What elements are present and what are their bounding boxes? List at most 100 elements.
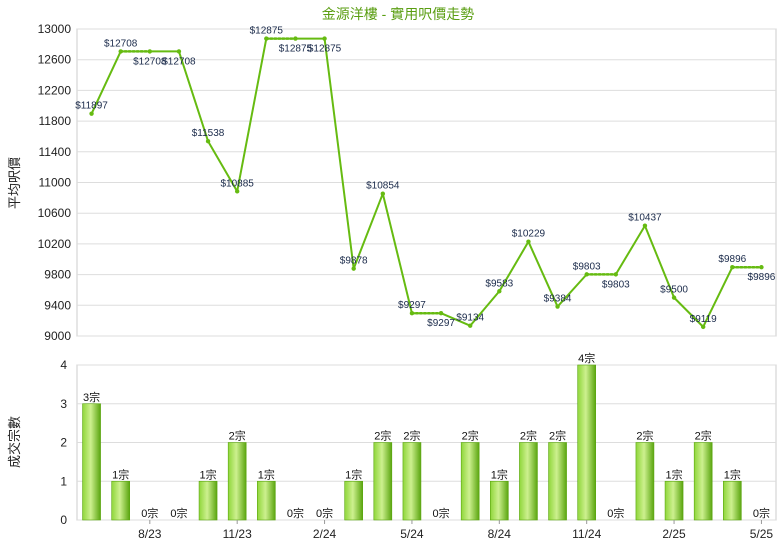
price-y-tick-label: 10600 bbox=[38, 206, 72, 220]
count-data-label: 2宗 bbox=[549, 429, 566, 443]
price-point bbox=[293, 36, 298, 41]
price-y-tick-label: 11000 bbox=[39, 176, 72, 190]
price-y-tick-label: 10200 bbox=[38, 237, 72, 251]
count-data-labels: 3宗 1宗 0宗 0宗 1宗 2宗 1宗 0宗 0宗 1宗 2宗 2宗 0宗 2宗 1宗 2宗 2宗 4宗 0宗 2宗… bbox=[83, 351, 770, 520]
price-point bbox=[730, 265, 735, 270]
count-y-tick-label: 0 bbox=[60, 513, 67, 527]
count-y-tick-label: 4 bbox=[60, 358, 67, 372]
count-bar bbox=[664, 480, 684, 521]
price-point bbox=[351, 266, 356, 271]
count-y-tick-label: 2 bbox=[60, 436, 67, 450]
price-line-segment bbox=[556, 273, 588, 308]
count-bar bbox=[723, 480, 742, 521]
count-data-label: 0宗 bbox=[607, 506, 624, 520]
price-data-label: $10229 bbox=[512, 229, 546, 240]
x-tick-label: 5/24 bbox=[400, 527, 424, 541]
count-bar bbox=[402, 442, 422, 521]
count-data-label: 1宗 bbox=[112, 467, 129, 481]
price-data-label: $10885 bbox=[221, 178, 255, 189]
x-tick-label: 8/24 bbox=[488, 527, 512, 541]
count-bar bbox=[82, 403, 101, 521]
price-point bbox=[234, 189, 240, 194]
count-data-label: 2宗 bbox=[462, 429, 479, 443]
count-y-tick-label: 1 bbox=[60, 474, 67, 488]
count-bar bbox=[519, 442, 538, 521]
count-data-label: 1宗 bbox=[666, 467, 683, 481]
price-line-segment bbox=[236, 37, 268, 193]
price-line-segment bbox=[498, 240, 530, 293]
price-line-segment bbox=[643, 224, 676, 299]
price-data-label: $12708 bbox=[133, 56, 167, 67]
count-bar bbox=[490, 480, 509, 521]
count-data-label: 1宗 bbox=[200, 467, 217, 481]
count-data-label: 2宗 bbox=[520, 429, 537, 443]
count-data-label: 2宗 bbox=[403, 429, 420, 443]
count-data-label: 1宗 bbox=[258, 467, 275, 481]
count-y-axis-label: 成交宗數 bbox=[7, 416, 22, 468]
count-y-axis: 0 1 2 3 4 bbox=[60, 358, 67, 527]
price-point bbox=[671, 295, 677, 300]
price-series bbox=[89, 36, 764, 330]
price-y-axis-label: 平均呎價 bbox=[7, 157, 22, 209]
price-point bbox=[89, 111, 94, 116]
x-tick-label: 11/24 bbox=[572, 527, 601, 541]
price-data-labels: $11897$12708$12708$12708$11538$10885$128… bbox=[75, 26, 776, 330]
count-data-label: 0宗 bbox=[433, 506, 450, 520]
price-point bbox=[205, 139, 211, 144]
count-data-label: 2宗 bbox=[229, 429, 246, 443]
price-data-label: $9297 bbox=[427, 318, 455, 329]
price-point bbox=[642, 223, 648, 228]
price-point bbox=[322, 36, 327, 41]
price-point bbox=[264, 36, 269, 41]
count-data-label: 0宗 bbox=[170, 506, 187, 520]
price-data-label: $9384 bbox=[544, 294, 572, 305]
price-data-label: $9803 bbox=[573, 261, 601, 272]
count-series bbox=[82, 364, 742, 521]
price-line-segment bbox=[702, 266, 734, 328]
price-y-tick-label: 9800 bbox=[44, 268, 71, 282]
chart-title: 金源洋樓 - 實用呎價走勢 bbox=[322, 6, 474, 22]
price-data-label: $12708 bbox=[104, 38, 138, 49]
price-data-label: $9297 bbox=[398, 300, 426, 311]
price-point bbox=[759, 265, 764, 270]
count-data-label: 1宗 bbox=[491, 467, 508, 481]
price-point bbox=[526, 239, 531, 244]
price-line-segment bbox=[381, 192, 413, 315]
count-bar bbox=[227, 442, 247, 521]
count-bar bbox=[373, 442, 393, 521]
price-y-tick-label: 12600 bbox=[38, 53, 72, 67]
count-bar bbox=[257, 480, 276, 521]
price-data-label: $9134 bbox=[456, 313, 484, 324]
price-point bbox=[176, 49, 182, 54]
count-bar bbox=[548, 442, 567, 521]
price-y-tick-label: 11800 bbox=[39, 114, 72, 128]
price-point bbox=[613, 272, 619, 277]
price-y-tick-label: 13000 bbox=[38, 22, 72, 36]
count-y-tick-label: 3 bbox=[60, 397, 67, 411]
count-data-label: 1宗 bbox=[345, 467, 362, 481]
price-point bbox=[409, 311, 415, 316]
price-data-label: $9803 bbox=[602, 279, 630, 290]
price-line-segment bbox=[207, 140, 239, 193]
price-data-label: $12875 bbox=[250, 26, 284, 37]
price-data-label: $9896 bbox=[748, 272, 776, 283]
price-line-segment bbox=[614, 224, 646, 276]
count-data-label: 2宗 bbox=[695, 429, 712, 443]
price-data-label: $9500 bbox=[660, 285, 688, 296]
price-line-segment bbox=[352, 192, 384, 270]
price-y-tick-label: 12200 bbox=[38, 83, 72, 97]
count-data-label: 2宗 bbox=[636, 429, 653, 443]
price-line-segment bbox=[177, 50, 210, 143]
price-line-segment bbox=[673, 296, 705, 328]
price-data-label: $10854 bbox=[366, 181, 400, 192]
price-line-segment bbox=[527, 240, 559, 308]
x-tick-label: 11/23 bbox=[223, 527, 252, 541]
count-data-label: 0宗 bbox=[141, 506, 158, 520]
price-data-label: $9896 bbox=[718, 254, 746, 265]
price-line-segment bbox=[90, 50, 122, 115]
count-bar bbox=[198, 480, 218, 521]
price-data-label: $9878 bbox=[340, 256, 368, 267]
x-axis: 8/23 11/23 2/24 5/24 8/24 11/24 2/25 5/25 bbox=[138, 520, 773, 541]
count-data-label: 0宗 bbox=[753, 506, 770, 520]
price-point bbox=[467, 323, 473, 328]
